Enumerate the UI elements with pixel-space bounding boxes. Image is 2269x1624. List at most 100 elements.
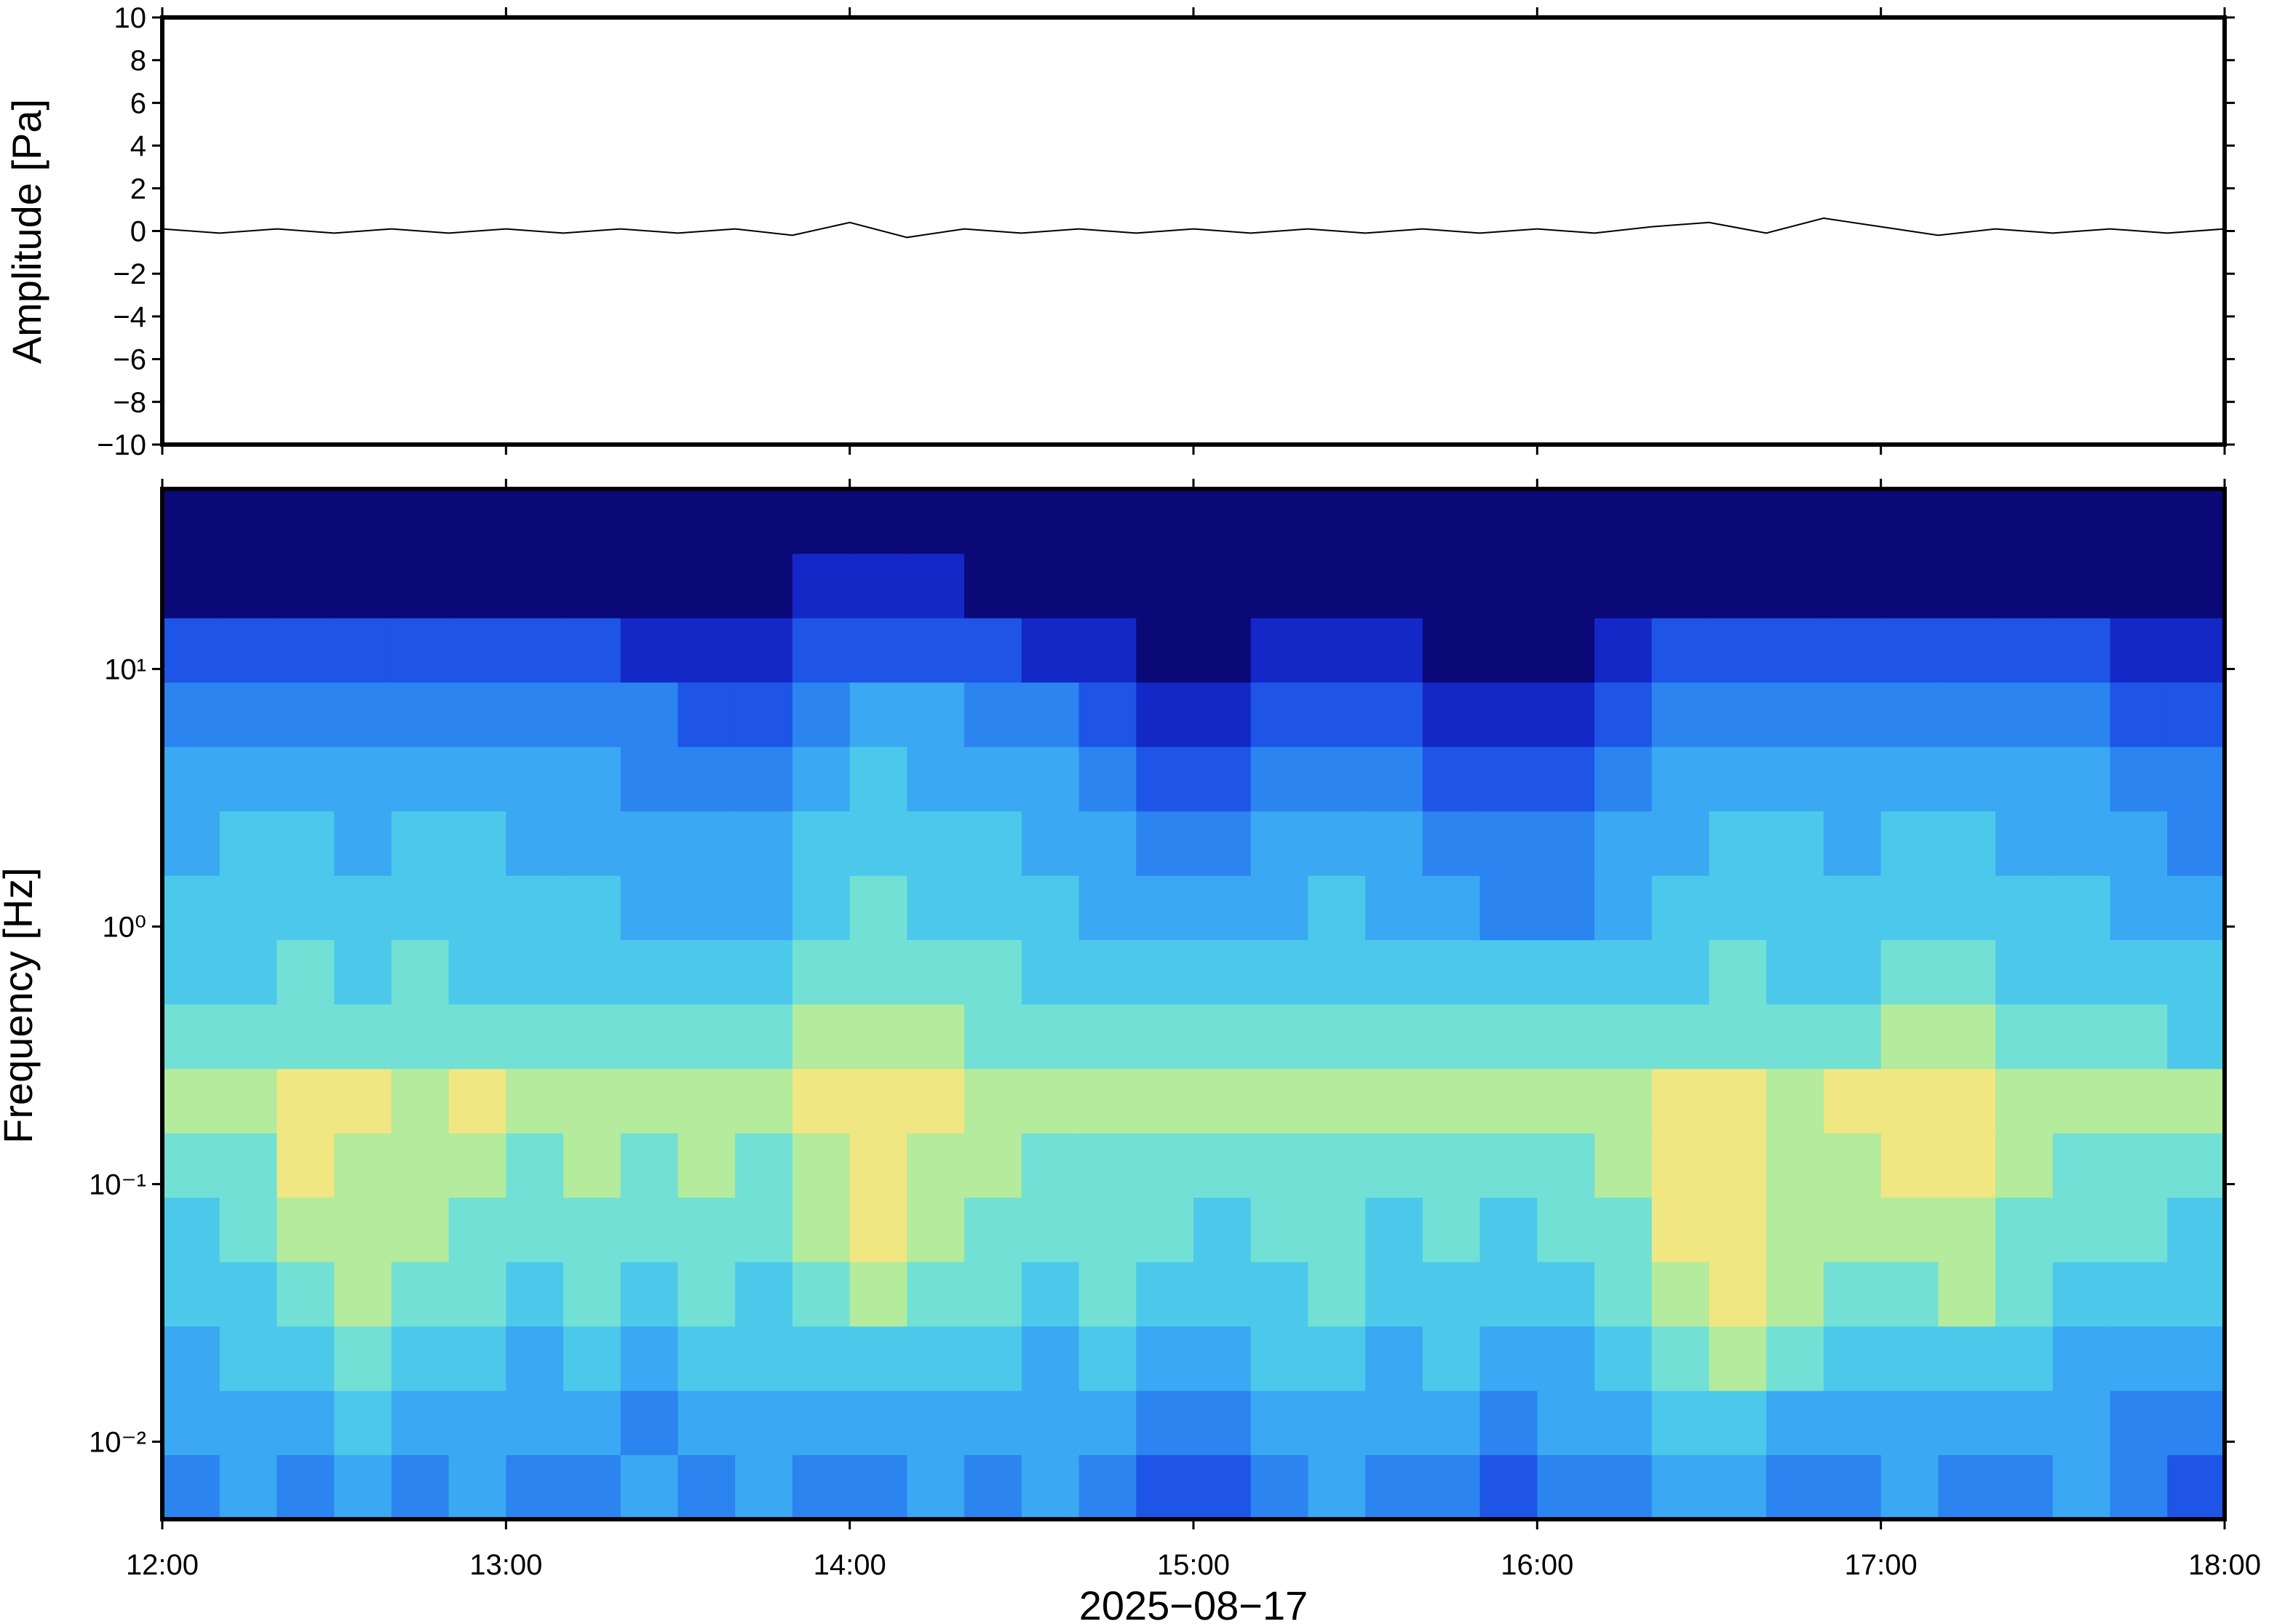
spectrogram-cell — [2167, 1133, 2225, 1198]
spectrogram-cell — [391, 811, 450, 876]
spectrogram-cell — [849, 682, 908, 747]
spectrogram-cell — [506, 1197, 564, 1262]
y-tick-label: 10 — [114, 2, 147, 34]
spectrogram-cell — [1193, 618, 1252, 683]
spectrogram-cell — [391, 1068, 450, 1134]
spectrogram-cell — [792, 1326, 851, 1391]
spectrogram-cell — [1308, 1262, 1366, 1327]
spectrogram-cell — [1766, 811, 1824, 876]
spectrogram-cell — [1479, 618, 1538, 683]
spectrogram-cell — [1136, 553, 1194, 618]
spectrogram-cell — [1422, 939, 1481, 1005]
spectrogram-cell — [391, 618, 450, 683]
spectrogram-cell — [964, 489, 1022, 554]
spectrogram-cell — [219, 682, 278, 747]
spectrogram-cell — [1078, 811, 1137, 876]
spectrogram-cell — [2110, 1004, 2168, 1070]
spectrogram-cell — [563, 811, 621, 876]
y-axis-label: Amplitude [Pa] — [4, 99, 49, 364]
spectrogram-cell — [1766, 939, 1824, 1005]
spectrogram-cell — [1193, 1068, 1252, 1134]
spectrogram-cell — [506, 1326, 564, 1391]
spectrogram-cell — [563, 1390, 621, 1455]
spectrogram-cell — [1308, 1390, 1366, 1455]
spectrogram-cell — [1479, 1390, 1538, 1455]
spectrogram-cell — [1021, 1068, 1080, 1134]
spectrogram-cell — [849, 489, 908, 554]
spectrogram-cell — [277, 682, 335, 747]
spectrogram-cell — [563, 1326, 621, 1391]
y-tick-label: 2 — [130, 173, 146, 205]
spectrogram-cell — [1651, 1454, 1710, 1520]
spectrogram-cell — [1823, 618, 1882, 683]
spectrogram-cell — [1078, 1197, 1137, 1262]
spectrogram-cell — [2110, 1133, 2168, 1198]
spectrogram-cell — [1766, 1068, 1824, 1134]
spectrogram-cell — [1594, 811, 1653, 876]
spectrogram-cell — [1766, 1133, 1824, 1198]
spectrogram-cell — [620, 1454, 679, 1520]
spectrogram-cell — [219, 811, 278, 876]
y-tick-label: 10⁻² — [89, 1426, 146, 1458]
spectrogram-cell — [1479, 875, 1538, 941]
spectrogram-cell — [2110, 939, 2168, 1005]
spectrogram-cell — [907, 1454, 965, 1520]
spectrogram-cell — [563, 618, 621, 683]
x-tick-label: 16:00 — [1501, 1549, 1573, 1581]
spectrogram-cell — [907, 875, 965, 941]
spectrogram-cell — [1193, 489, 1252, 554]
spectrogram-cell — [1938, 875, 1996, 941]
spectrogram-cell — [2052, 1454, 2111, 1520]
spectrogram-cell — [1880, 811, 1939, 876]
spectrogram-cell — [1938, 1326, 1996, 1391]
spectrogram-cell — [1766, 553, 1824, 618]
y-tick-label: −8 — [113, 386, 146, 418]
spectrogram-cell — [1880, 747, 1939, 812]
spectrogram-cell — [277, 811, 335, 876]
y-tick-label: −10 — [97, 429, 146, 461]
spectrogram-cell — [849, 939, 908, 1005]
spectrogram-cell — [448, 1454, 506, 1520]
spectrogram-cell — [277, 939, 335, 1005]
spectrogram-cell — [391, 553, 450, 618]
spectrogram-cell — [2052, 875, 2111, 941]
spectrogram-cell — [506, 1454, 564, 1520]
spectrogram-cell — [1880, 1004, 1939, 1070]
spectrogram-cell — [334, 553, 392, 618]
spectrogram-cell — [792, 618, 851, 683]
y-tick-label: −4 — [113, 301, 146, 333]
spectrogram-cell — [391, 1133, 450, 1198]
spectrogram-cell — [219, 747, 278, 812]
spectrogram-cell — [219, 939, 278, 1005]
spectrogram-cell — [2052, 811, 2111, 876]
spectrogram-cell — [2110, 1454, 2168, 1520]
spectrogram-cell — [448, 1004, 506, 1070]
spectrogram-cell — [334, 747, 392, 812]
spectrogram-cell — [849, 1454, 908, 1520]
spectrogram-cell — [907, 1133, 965, 1198]
spectrogram-cell — [1709, 875, 1767, 941]
spectrogram-cell — [1823, 1326, 1882, 1391]
spectrogram-cell — [1823, 1197, 1882, 1262]
spectrogram-cell — [1594, 618, 1653, 683]
spectrogram-cell — [1709, 1262, 1767, 1327]
spectrogram-cell — [1594, 553, 1653, 618]
spectrogram-cell — [620, 553, 679, 618]
spectrogram-cell — [1193, 1004, 1252, 1070]
spectrogram-cell — [1136, 1004, 1194, 1070]
spectrogram-cell — [849, 1326, 908, 1391]
spectrogram-cell — [1422, 1197, 1481, 1262]
spectrogram-cell — [1250, 1197, 1309, 1262]
spectrogram-cell — [1594, 489, 1653, 554]
spectrogram-cell — [907, 1326, 965, 1391]
y-tick-label: 4 — [130, 130, 146, 162]
spectrogram-cell — [1938, 1262, 1996, 1327]
spectrogram-cell — [1880, 1133, 1939, 1198]
spectrogram-cell — [1021, 1454, 1080, 1520]
spectrogram-cell — [334, 618, 392, 683]
spectrogram-cell — [620, 1262, 679, 1327]
spectrogram-cell — [1365, 939, 1423, 1005]
spectrogram-cell — [563, 875, 621, 941]
spectrogram-cell — [1365, 1454, 1423, 1520]
spectrogram-cell — [1880, 618, 1939, 683]
